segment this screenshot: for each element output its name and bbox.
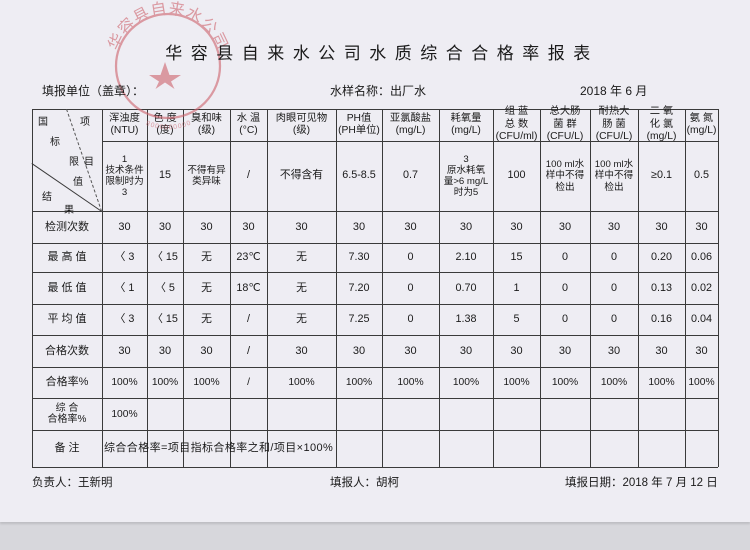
svg-text:0000000008: 0000000008 xyxy=(145,118,191,129)
